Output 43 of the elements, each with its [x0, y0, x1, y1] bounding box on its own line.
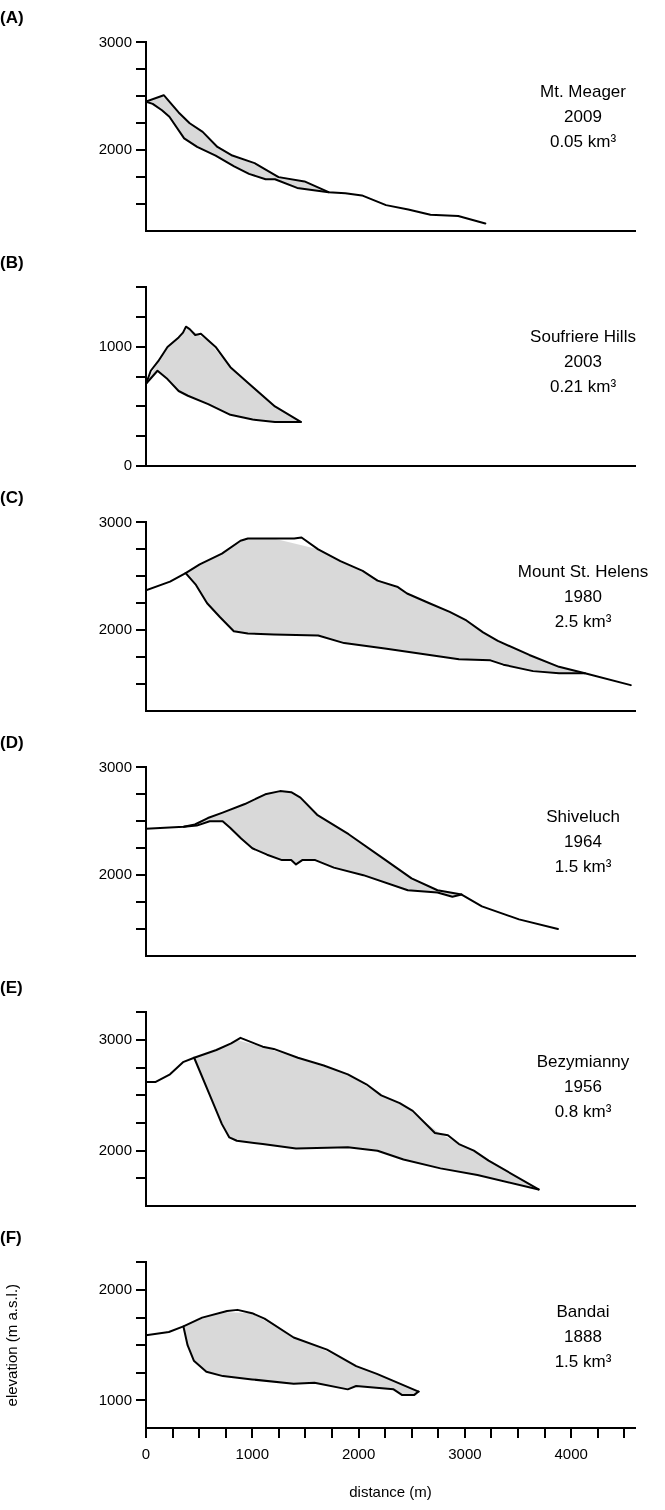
annotation: Mt. Meager	[540, 82, 627, 102]
annotation: 0.21 km³	[549, 377, 617, 397]
y-tick-label: 3000	[98, 512, 132, 530]
annotation: 1980	[564, 587, 602, 607]
chart-title: (F)	[0, 1227, 22, 1247]
x-tick-label: 1000	[235, 1445, 269, 1463]
annotation: Bezymianny	[536, 1052, 630, 1072]
y-tick-label: 3000	[98, 757, 132, 775]
y-tick-label: 3000	[98, 32, 132, 50]
y-tick-label: 0	[123, 456, 132, 474]
y-tick-label: 2000	[98, 140, 132, 158]
x-tick-label: 0	[141, 1445, 151, 1463]
x-tick-label: 3000	[448, 1445, 482, 1463]
x-tick-label: 2000	[341, 1445, 376, 1463]
chart-title: (B)	[0, 252, 24, 272]
y-tick-label: 3000	[98, 1030, 132, 1048]
chart-title: (A)	[0, 7, 24, 27]
annotation: 1964	[564, 832, 602, 852]
y-tick-label: 2000	[98, 865, 132, 883]
y-tick-label: 2000	[98, 620, 132, 638]
annotation: Bandai	[556, 1302, 610, 1322]
y-tick-label: 1000	[98, 1390, 132, 1408]
annotation: 2003	[564, 352, 602, 372]
annotation: 1956	[564, 1077, 602, 1097]
chart-title: (D)	[0, 732, 24, 752]
annotation: 1.5 km³	[554, 1352, 612, 1372]
annotation: Mount St. Helens	[517, 562, 649, 582]
annotation: 2009	[564, 107, 602, 127]
annotation: Shiveluch	[546, 807, 620, 827]
annotation: 1.5 km³	[554, 857, 612, 877]
y-tick-label: 2000	[98, 1280, 132, 1298]
y-tick-label: 1000	[98, 337, 132, 355]
annotation: 0.05 km³	[549, 132, 617, 152]
y-tick-label: 2000	[98, 1140, 132, 1158]
annotation: Soufriere Hills	[530, 327, 636, 347]
chart-title: (C)	[0, 487, 24, 507]
x-tick-label: 4000	[554, 1445, 588, 1463]
y-axis-title: elevation (m a.s.l.)	[3, 1283, 21, 1407]
chart-title: (E)	[0, 977, 23, 997]
annotation: 1888	[564, 1327, 602, 1347]
annotation: 2.5 km³	[554, 612, 612, 632]
x-axis-title: distance (m)	[349, 1483, 432, 1501]
annotation: 0.8 km³	[554, 1102, 612, 1122]
